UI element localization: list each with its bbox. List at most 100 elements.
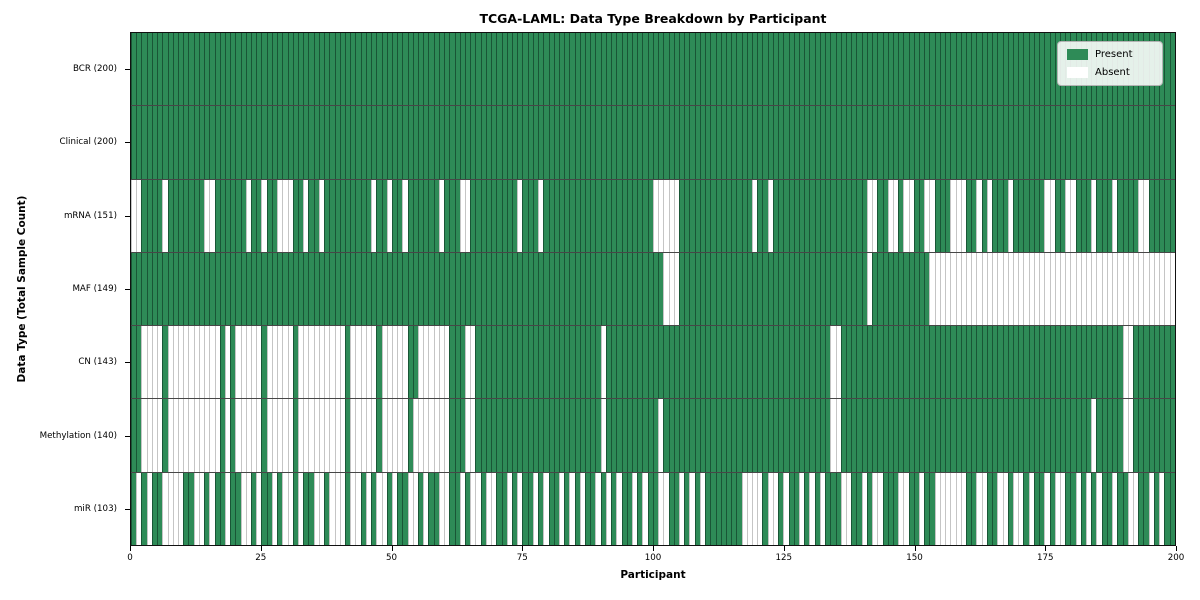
heatmap-cell: [376, 399, 382, 472]
heatmap-cell: [945, 399, 951, 472]
y-tick-mark: [125, 142, 130, 144]
heatmap-cell: [386, 472, 392, 545]
heatmap-cell: [856, 106, 862, 179]
heatmap-cell: [517, 399, 523, 472]
heatmap-cell: [386, 106, 392, 179]
heatmap-cell: [971, 179, 977, 252]
heatmap-cell: [997, 252, 1003, 326]
heatmap-cell: [731, 472, 737, 545]
heatmap-cell: [600, 33, 606, 106]
heatmap-cell: [485, 252, 492, 326]
heatmap-cell: [1059, 252, 1066, 326]
heatmap-cell: [465, 399, 471, 472]
heatmap-cell: [438, 399, 445, 472]
heatmap-cell: [277, 326, 283, 399]
heatmap-cell: [517, 106, 523, 179]
heatmap-cell: [282, 179, 288, 252]
heatmap-cell: [438, 326, 445, 399]
heatmap-cell: [569, 252, 575, 326]
heatmap-cell: [501, 179, 507, 252]
heatmap-cell: [131, 252, 137, 326]
heatmap-cell: [162, 179, 168, 252]
heatmap-cell: [590, 179, 596, 252]
heatmap-cell: [491, 106, 497, 179]
heatmap-cell: [678, 472, 685, 545]
heatmap-cell: [1028, 106, 1034, 179]
heatmap-cell: [548, 472, 554, 545]
heatmap-cell: [705, 472, 711, 545]
heatmap-cell: [292, 252, 298, 326]
heatmap-cell: [1112, 252, 1118, 326]
heatmap-cell: [167, 179, 173, 252]
heatmap-cell: [856, 252, 862, 326]
heatmap-cell: [444, 472, 450, 545]
heatmap-cell: [1138, 252, 1144, 326]
heatmap-cell: [705, 399, 711, 472]
heatmap-cell: [240, 252, 246, 326]
heatmap-cell: [605, 252, 612, 326]
heatmap-cell: [585, 326, 591, 399]
heatmap-cell: [506, 326, 512, 399]
heatmap-cell: [642, 106, 648, 179]
heatmap-cell: [971, 399, 977, 472]
heatmap-cell: [913, 399, 920, 472]
heatmap-cell: [402, 33, 408, 106]
heatmap-cell: [532, 472, 539, 545]
heatmap-cell: [282, 252, 288, 326]
heatmap-cell: [934, 106, 940, 179]
heatmap-cell: [1148, 472, 1154, 545]
heatmap-cell: [892, 106, 899, 179]
heatmap-cell: [731, 179, 737, 252]
heatmap-cell: [198, 252, 205, 326]
heatmap-cell: [694, 472, 700, 545]
heatmap-cell: [1018, 252, 1024, 326]
heatmap-cell: [579, 33, 586, 106]
heatmap-cell: [590, 399, 596, 472]
heatmap-cell: [1159, 326, 1165, 399]
heatmap-cell: [934, 472, 940, 545]
heatmap-cell: [277, 252, 283, 326]
heatmap-cell: [924, 179, 930, 252]
heatmap-cell: [459, 252, 465, 326]
heatmap-cell: [1012, 399, 1019, 472]
heatmap-cell: [574, 399, 580, 472]
heatmap-cell: [1080, 179, 1087, 252]
heatmap-cell: [809, 106, 815, 179]
heatmap-cell: [955, 252, 961, 326]
heatmap-cell: [585, 472, 591, 545]
heatmap-cell: [976, 106, 982, 179]
heatmap-cell: [402, 472, 408, 545]
heatmap-cell: [960, 252, 966, 326]
heatmap-cell: [454, 179, 460, 252]
heatmap-cell: [480, 252, 486, 326]
y-tick-mark: [125, 68, 130, 70]
heatmap-cell: [209, 252, 215, 326]
heatmap-cell: [397, 326, 403, 399]
heatmap-cell: [308, 106, 314, 179]
heatmap-cell: [579, 106, 586, 179]
heatmap-cell: [1101, 252, 1107, 326]
heatmap-cell: [981, 179, 987, 252]
heatmap-cell: [167, 33, 173, 106]
heatmap-cell: [501, 33, 507, 106]
heatmap-cell: [386, 326, 392, 399]
legend-entry-absent: Absent: [1067, 67, 1153, 78]
heatmap-cell: [183, 326, 189, 399]
heatmap-cell: [298, 252, 304, 326]
heatmap-cell: [866, 252, 873, 326]
heatmap-cell: [694, 326, 700, 399]
x-tick-mark: [260, 546, 262, 551]
heatmap-cell: [162, 252, 168, 326]
heatmap-cell: [845, 326, 852, 399]
heatmap-cell: [762, 33, 768, 106]
heatmap-cell: [960, 33, 966, 106]
heatmap-cell: [271, 106, 278, 179]
heatmap-cell: [496, 399, 502, 472]
heatmap-cell: [402, 252, 408, 326]
heatmap-cell: [522, 252, 528, 326]
heatmap-cell: [684, 33, 690, 106]
heatmap-cell: [720, 472, 726, 545]
heatmap-cell: [298, 179, 304, 252]
heatmap-cell: [433, 106, 439, 179]
heatmap-cell: [1033, 472, 1040, 545]
